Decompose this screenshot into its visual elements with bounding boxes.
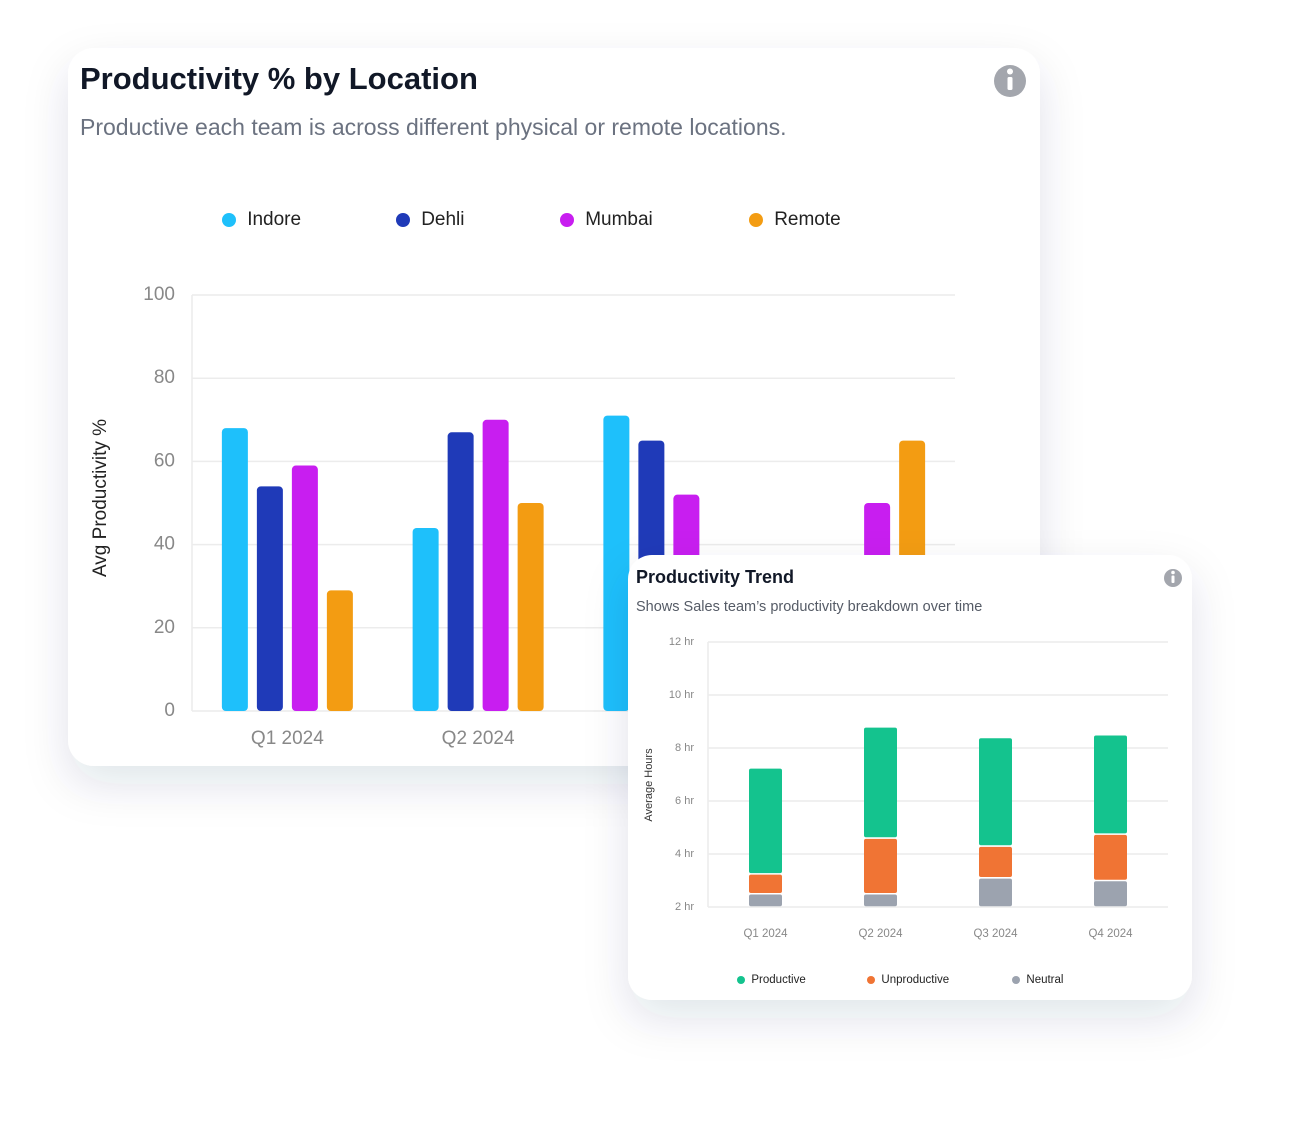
x-tick-label: Q1 2024 <box>251 728 324 749</box>
info-icon[interactable] <box>994 65 1026 97</box>
bar-segment <box>749 874 782 893</box>
bar <box>517 503 544 711</box>
bar-segment <box>864 894 897 907</box>
legend-marker <box>222 213 236 227</box>
legend-label: Neutral <box>1026 974 1063 986</box>
x-tick-label: Q4 2024 <box>1088 928 1133 940</box>
legend-marker <box>560 213 574 227</box>
y-tick-label: 100 <box>143 284 175 305</box>
chart-title: Productivity % by Location <box>80 61 478 96</box>
y-tick-label: 80 <box>154 367 175 388</box>
bar <box>447 432 474 711</box>
bar-segment <box>979 738 1012 846</box>
x-tick-label: Q1 2024 <box>743 928 788 940</box>
chart-title: Productivity Trend <box>636 567 794 587</box>
bar <box>412 527 439 711</box>
bar <box>482 419 509 711</box>
y-tick-label: 0 <box>164 700 175 721</box>
bar <box>221 428 248 711</box>
y-axis-label: Average Hours <box>643 748 655 822</box>
x-tick-label: Q2 2024 <box>858 928 903 940</box>
bar-segment <box>864 838 897 893</box>
x-tick-label: Q3 2024 <box>973 928 1018 940</box>
legend-marker <box>867 976 875 984</box>
legend-label: Mumbai <box>585 209 653 230</box>
legend-marker <box>749 213 763 227</box>
y-tick-label: 2 hr <box>675 901 694 913</box>
bar <box>326 590 353 711</box>
bar-segment <box>864 727 897 838</box>
info-icon[interactable] <box>1164 569 1182 587</box>
bar-segment <box>1094 834 1127 880</box>
legend-marker <box>396 213 410 227</box>
legend-label: Remote <box>774 209 841 230</box>
bar <box>291 465 318 711</box>
y-tick-label: 20 <box>154 617 175 638</box>
bar-segment <box>979 878 1012 907</box>
legend-label: Productive <box>751 974 805 986</box>
legend-marker <box>737 976 745 984</box>
y-tick-label: 4 hr <box>675 848 694 860</box>
legend-label: Dehli <box>421 209 464 230</box>
chart-subtitle: Productive each team is across different… <box>80 114 787 140</box>
y-tick-label: 12 hr <box>669 636 694 648</box>
bar <box>603 415 630 711</box>
y-tick-label: 8 hr <box>675 742 694 754</box>
y-tick-label: 10 hr <box>669 689 694 701</box>
bar <box>256 486 283 711</box>
card-trend: Productivity Trend Shows Sales team’s pr… <box>628 555 1192 1000</box>
bar-segment <box>749 894 782 907</box>
legend-label: Indore <box>247 209 301 230</box>
x-tick-label: Q2 2024 <box>442 728 515 749</box>
bar-segment <box>749 768 782 874</box>
y-tick-label: 60 <box>154 450 175 471</box>
bar-segment <box>1094 881 1127 907</box>
legend-marker <box>1012 976 1020 984</box>
bar-segment <box>979 846 1012 878</box>
legend-label: Unproductive <box>881 974 949 986</box>
chart-subtitle: Shows Sales team’s productivity breakdow… <box>636 599 982 615</box>
y-axis-label: Avg Productivity % <box>90 419 111 577</box>
bar-segment <box>1094 735 1127 834</box>
y-tick-label: 6 hr <box>675 795 694 807</box>
y-tick-label: 40 <box>154 534 175 555</box>
